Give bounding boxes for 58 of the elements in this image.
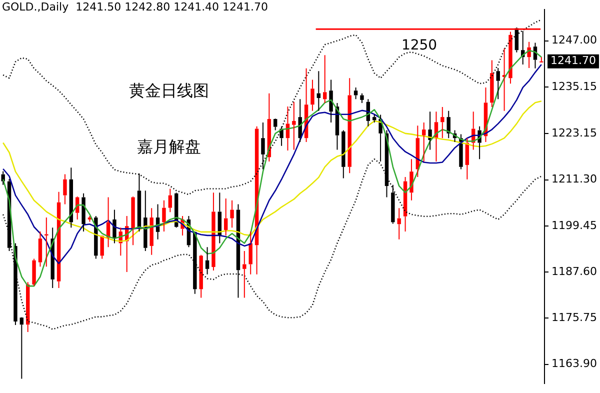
candlestick [354,86,358,100]
candlestick [205,246,210,275]
y-tick-label: 1175.75 [552,311,598,324]
candlestick [212,192,216,271]
chart-title: GOLD.,Daily 1241.50 1242.80 1241.40 1241.70 [2,0,268,14]
candlestick [32,258,36,287]
candlestick [44,217,48,268]
candlestick [224,198,228,236]
candlestick [496,68,500,100]
candlestick [230,200,234,228]
candlestick [100,236,104,260]
candlestick [391,184,395,224]
candlestick [490,60,494,108]
candlestick [316,70,321,112]
candlestick [422,122,426,162]
y-tick-label: 1187.60 [552,264,598,278]
candlestick [410,158,414,201]
candlestick [193,232,197,294]
candlestick [348,78,352,174]
candlestick [508,31,512,84]
candlestick [150,208,154,256]
candlestick [273,119,278,131]
ref-line-label: 1250 [401,38,438,54]
y-tick-label: 1247.00 [552,34,598,47]
annotation: 黄金日线图 [128,80,209,100]
candlestick [1,170,5,186]
candlestick [322,54,327,104]
candlestick [242,250,246,298]
candlestick [38,231,42,268]
candlestick [446,110,450,139]
y-tick-label: 1235.15 [552,80,598,93]
candlestick [372,114,376,124]
candlestick [63,174,67,205]
candlestick [428,111,432,150]
candlestick [261,122,265,170]
candlestick [342,130,346,179]
candlestick [162,200,166,232]
y-tick-label: 1199.45 [552,218,598,232]
candlestick [292,101,296,150]
candlestick [540,56,544,62]
candlestick [440,106,444,139]
candlestick [329,79,333,124]
candlestick [310,79,314,112]
y-tick-label: 1223.15 [552,126,598,140]
candlestick [199,254,203,298]
candlestick [397,208,401,240]
y-tick-label: 1163.90 [552,357,598,370]
candlestick [131,196,135,246]
text: 1241.70 [550,54,596,68]
candlestick [248,231,252,275]
candlestick [360,92,364,104]
candlestick [82,192,86,232]
candlestick [20,318,24,380]
y-tick-label: 1211.30 [552,172,598,186]
candlestick [144,190,148,252]
annotation: 嘉月解盘 [136,137,201,156]
candlestick [14,242,18,326]
candlestick [168,188,172,213]
